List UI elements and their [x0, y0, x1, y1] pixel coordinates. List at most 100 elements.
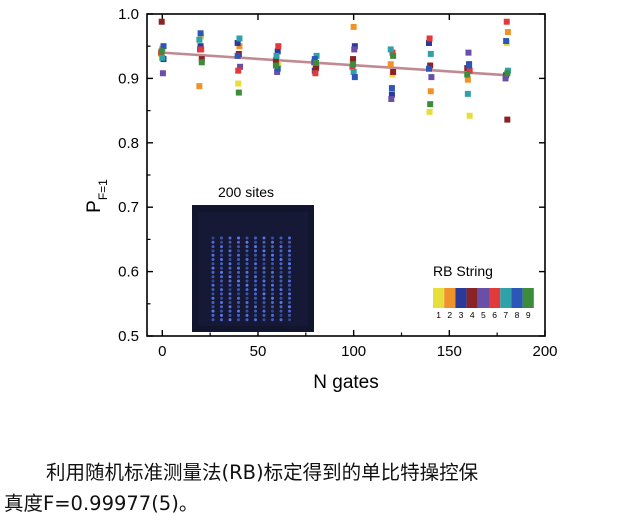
- inset-atom-dot: [237, 301, 240, 304]
- data-point-series-9-8: [464, 71, 471, 78]
- inset-atom-dot: [288, 318, 291, 322]
- data-point-series-5-8: [465, 49, 472, 56]
- inset-atom-dot: [254, 305, 257, 309]
- inset-atom-dot: [271, 309, 274, 313]
- data-point-series-9-3: [272, 62, 279, 69]
- inset-atom-dot: [254, 309, 257, 313]
- inset-atom-dot: [245, 283, 249, 287]
- x-tick-label-4: 200: [532, 343, 557, 360]
- inset-atom-dot: [271, 305, 274, 309]
- inset-atom-dot: [262, 262, 266, 266]
- inset-atom-dot: [211, 292, 215, 296]
- inset-atom-dot: [288, 270, 291, 274]
- inset-atom-dot: [288, 236, 291, 240]
- inset-atom-dot: [262, 296, 266, 300]
- data-point-series-4-7: [427, 62, 434, 69]
- inset-atom-dot: [220, 245, 223, 249]
- figure-caption: 利用随机标准测量法(RB)标定得到的单比特操控保 真度F=0.99977(5)。: [4, 457, 636, 519]
- inset-atom-dot: [245, 249, 249, 253]
- inset-atom-dot: [288, 262, 291, 266]
- data-point-series-6-1: [198, 46, 205, 53]
- data-point-series-3-7: [425, 39, 432, 46]
- inset-atom-dot: [254, 266, 257, 270]
- inset-atom-dot: [288, 249, 291, 253]
- legend-swatch-2: [444, 288, 456, 308]
- inset-atom-dot: [228, 275, 232, 279]
- inset-atom-dot: [220, 249, 223, 253]
- data-point-series-2-5: [350, 23, 357, 30]
- legend-label-5: 5: [481, 310, 486, 320]
- data-point-series-7-6: [387, 46, 394, 53]
- data-point-series-2-9: [504, 29, 511, 36]
- inset-atom-dot: [271, 283, 274, 287]
- inset-atom-dot: [279, 236, 283, 240]
- data-point-series-9-5: [350, 61, 357, 68]
- inset-atom-dot: [245, 318, 249, 322]
- inset-atom-dot: [279, 240, 283, 244]
- inset-atom-dot: [228, 279, 232, 283]
- inset-atom-dot: [279, 288, 283, 292]
- data-point-series-9-7: [427, 101, 434, 108]
- y-tick-label-1: 0.6: [118, 264, 139, 281]
- inset-atom-dot: [211, 262, 215, 266]
- inset-atom-dot: [271, 236, 274, 240]
- legend-swatch-9: [522, 288, 534, 308]
- inset-atom-dot: [271, 288, 274, 292]
- data-point-series-6-6: [389, 49, 396, 56]
- inset-atom-dot: [237, 313, 240, 317]
- inset-atom-dot: [254, 301, 257, 304]
- inset-atom-dot: [220, 258, 223, 261]
- data-point-series-6-8: [466, 67, 473, 74]
- inset-atom-dot: [245, 245, 249, 249]
- data-point-series-5-2: [237, 63, 244, 70]
- x-tick-label-2: 100: [341, 343, 366, 360]
- inset-atom-dot: [288, 292, 291, 296]
- inset-atom-dot: [262, 245, 266, 249]
- inset-atom-dot: [279, 301, 283, 304]
- inset-atom-dot: [271, 240, 274, 244]
- inset-atom-dot: [288, 288, 291, 292]
- data-point-series-2-6: [387, 61, 394, 68]
- inset-atom-dot: [245, 296, 249, 300]
- data-point-series-4-9: [504, 116, 511, 123]
- inset-atom-dot: [288, 313, 291, 317]
- inset-atom-dot: [211, 313, 215, 317]
- inset-atom-dot: [279, 245, 283, 249]
- inset-atom-dot: [228, 262, 232, 266]
- inset-atom-dot: [271, 313, 274, 317]
- legend-label-7: 7: [503, 310, 508, 320]
- data-point-series-3-2: [234, 39, 241, 46]
- x-axis-label: N gates: [313, 372, 378, 393]
- inset-atom-dot: [262, 270, 266, 274]
- inset-atom-dot: [262, 292, 266, 296]
- inset-atom-dot: [245, 309, 249, 313]
- inset-atom-dot: [228, 245, 232, 249]
- svg-text:PF=1: PF=1: [84, 179, 110, 213]
- inset-atom-dot: [245, 262, 249, 266]
- inset-atom-dot: [254, 245, 257, 249]
- inset-atom-dot: [237, 236, 240, 240]
- inset-atom-dot: [254, 318, 257, 322]
- legend-label-4: 4: [470, 310, 475, 320]
- inset-atom-dot: [220, 301, 223, 304]
- x-tick-label-1: 50: [250, 343, 267, 360]
- data-point-series-9-6: [390, 52, 397, 59]
- inset-atom-dot: [245, 240, 249, 244]
- inset-atom-dot: [237, 249, 240, 253]
- data-point-series-2-2: [236, 43, 243, 50]
- data-point-series-2-1: [196, 83, 203, 90]
- inset-atom-dot: [288, 253, 291, 257]
- inset-atom-dot: [237, 279, 240, 283]
- inset-atom-dot: [211, 279, 215, 283]
- inset-atom-dot: [211, 318, 215, 322]
- data-point-series-4-0: [158, 18, 165, 25]
- data-point-series-8-9: [503, 38, 510, 45]
- y-tick-label-3: 0.8: [118, 135, 139, 152]
- inset-atom-dot: [254, 258, 257, 261]
- inset-atom-dot: [279, 266, 283, 270]
- data-point-series-5-7: [428, 74, 435, 81]
- x-tick-label-3: 150: [437, 343, 462, 360]
- data-point-series-4-4: [312, 65, 319, 72]
- y-axis-label-sub: F=1: [96, 179, 110, 200]
- inset-atom-dot: [237, 262, 240, 266]
